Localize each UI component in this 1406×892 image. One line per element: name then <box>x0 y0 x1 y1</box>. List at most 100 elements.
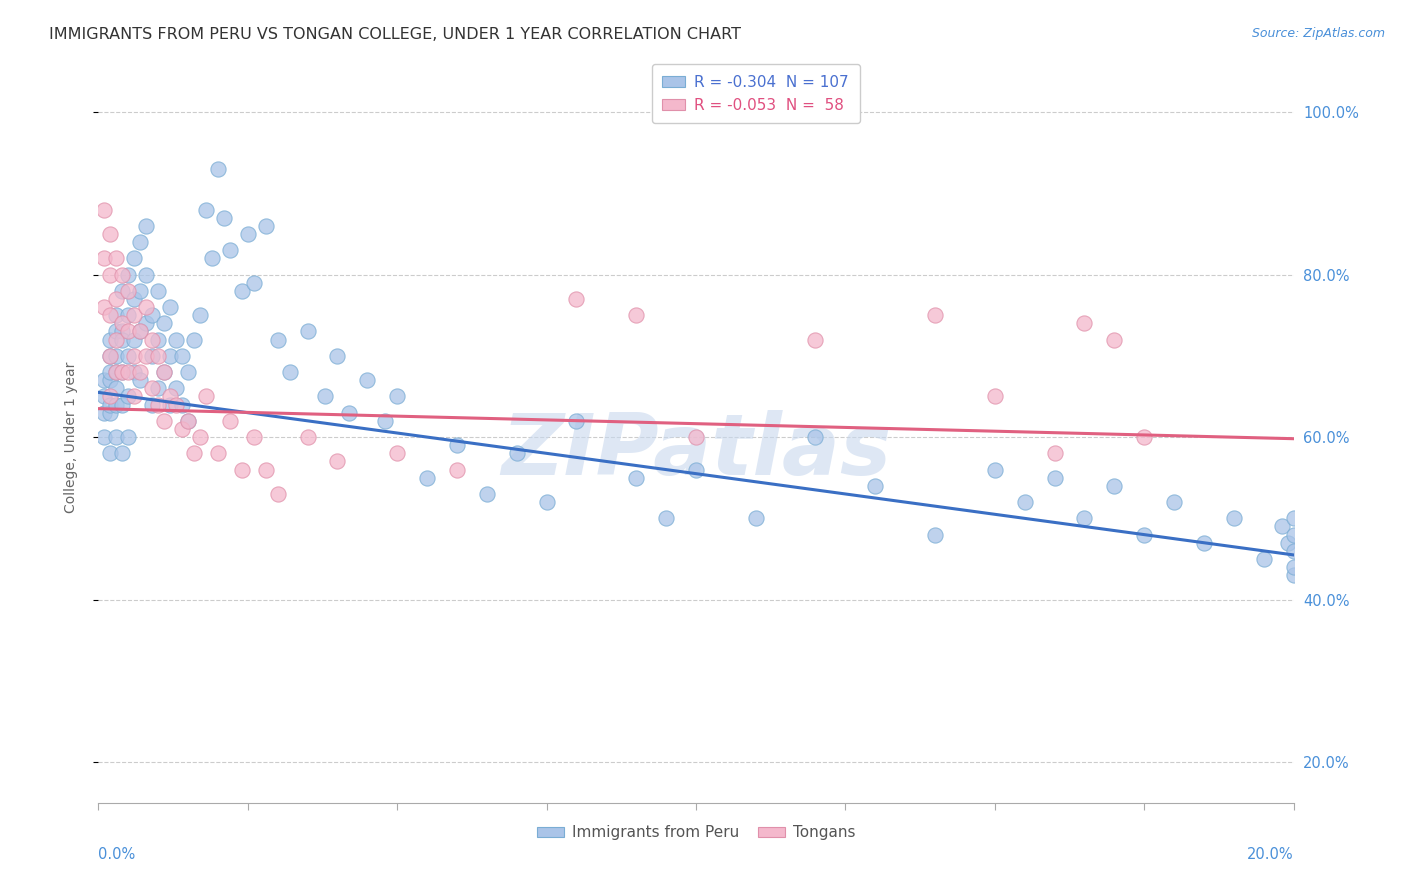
Point <box>135 300 157 314</box>
Y-axis label: College, Under 1 year: College, Under 1 year <box>63 361 77 513</box>
Point <box>141 381 163 395</box>
Text: 20.0%: 20.0% <box>1247 847 1294 862</box>
Point <box>685 430 707 444</box>
Point <box>124 292 146 306</box>
Point <box>416 471 439 485</box>
Point <box>1043 446 1066 460</box>
Point <box>111 365 134 379</box>
Point <box>1277 535 1299 549</box>
Point <box>117 268 139 282</box>
Point <box>98 227 122 241</box>
Point <box>129 365 152 379</box>
Point <box>685 462 707 476</box>
Point <box>141 349 163 363</box>
Point <box>506 446 529 460</box>
Point <box>129 373 152 387</box>
Point <box>141 333 163 347</box>
Point <box>984 462 1007 476</box>
Point <box>172 422 194 436</box>
Point <box>177 414 200 428</box>
Point <box>219 414 242 428</box>
Point <box>804 333 827 347</box>
Point <box>129 325 152 339</box>
Point <box>117 365 139 379</box>
Point <box>124 308 146 322</box>
Point <box>1282 560 1305 574</box>
Point <box>165 333 187 347</box>
Point <box>1073 511 1095 525</box>
Text: IMMIGRANTS FROM PERU VS TONGAN COLLEGE, UNDER 1 YEAR CORRELATION CHART: IMMIGRANTS FROM PERU VS TONGAN COLLEGE, … <box>49 27 741 42</box>
Point <box>1282 544 1305 558</box>
Point <box>98 398 122 412</box>
Point <box>148 333 170 347</box>
Point <box>1133 527 1156 541</box>
Point <box>117 349 139 363</box>
Point <box>183 333 205 347</box>
Point <box>278 365 301 379</box>
Point <box>1104 333 1126 347</box>
Point <box>254 462 277 476</box>
Text: Source: ZipAtlas.com: Source: ZipAtlas.com <box>1251 27 1385 40</box>
Point <box>207 446 229 460</box>
Point <box>1192 535 1215 549</box>
Point <box>195 202 218 217</box>
Point <box>98 349 122 363</box>
Point <box>111 325 134 339</box>
Point <box>111 398 134 412</box>
Point <box>111 316 134 330</box>
Point <box>1073 316 1095 330</box>
Point <box>98 333 122 347</box>
Point <box>1271 519 1294 533</box>
Point <box>98 389 122 403</box>
Point <box>1104 479 1126 493</box>
Point <box>105 398 128 412</box>
Point <box>105 292 128 306</box>
Point <box>93 389 115 403</box>
Text: 0.0%: 0.0% <box>98 847 135 862</box>
Point <box>1014 495 1036 509</box>
Point <box>1133 430 1156 444</box>
Point <box>105 325 128 339</box>
Point <box>124 349 146 363</box>
Point <box>188 430 211 444</box>
Point <box>177 365 200 379</box>
Point <box>117 284 139 298</box>
Point <box>339 406 361 420</box>
Point <box>111 333 134 347</box>
Point <box>148 398 170 412</box>
Point <box>141 308 163 322</box>
Point <box>105 430 128 444</box>
Point <box>745 511 768 525</box>
Point <box>231 284 253 298</box>
Point <box>105 308 128 322</box>
Point <box>1043 471 1066 485</box>
Point <box>117 430 139 444</box>
Point <box>135 219 157 233</box>
Point <box>326 454 349 468</box>
Point <box>129 235 152 249</box>
Point <box>93 430 115 444</box>
Point <box>93 373 115 387</box>
Point <box>111 268 134 282</box>
Point <box>236 227 259 241</box>
Point <box>129 284 152 298</box>
Point <box>117 308 139 322</box>
Point <box>804 430 827 444</box>
Point <box>1282 568 1305 582</box>
Point <box>626 471 648 485</box>
Point <box>135 268 157 282</box>
Point <box>105 365 128 379</box>
Point <box>159 389 181 403</box>
Point <box>105 381 128 395</box>
Point <box>111 446 134 460</box>
Point <box>924 527 946 541</box>
Point <box>315 389 337 403</box>
Point <box>195 389 218 403</box>
Point <box>111 365 134 379</box>
Point <box>135 316 157 330</box>
Point <box>153 365 176 379</box>
Point <box>148 349 170 363</box>
Point <box>105 252 128 266</box>
Point <box>565 292 588 306</box>
Point <box>1282 511 1305 525</box>
